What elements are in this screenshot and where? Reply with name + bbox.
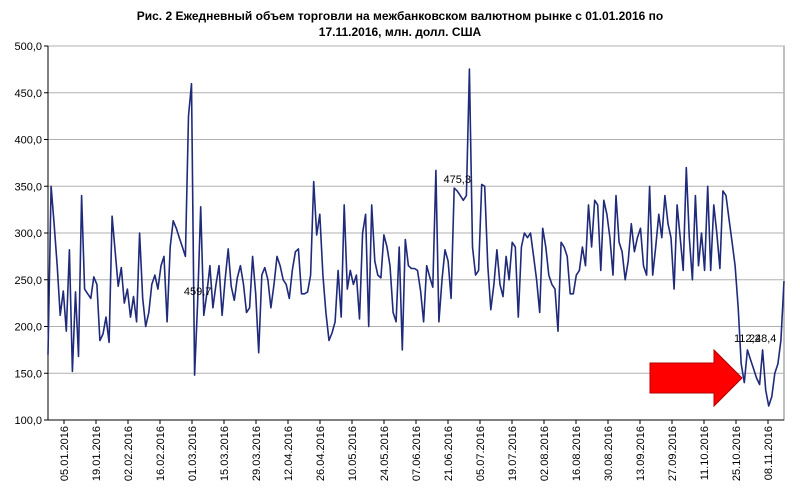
x-tick-label: 02.08.2016 (539, 426, 551, 481)
x-tick-label: 13.09.2016 (635, 426, 647, 481)
y-tick-label: 150,0 (14, 368, 42, 380)
y-tick-label: 400,0 (14, 135, 42, 147)
x-tick-label: 16.02.2016 (155, 426, 167, 481)
x-tick-label: 08.11.2016 (763, 426, 775, 480)
x-tick-label: 07.06.2016 (411, 426, 423, 481)
x-tick-label: 10.05.2016 (347, 426, 359, 481)
x-tick-label: 27.09.2016 (667, 426, 679, 481)
x-tick-label: 11.10.2016 (699, 426, 711, 480)
x-tick-label: 05.07.2016 (475, 426, 487, 481)
data-label: 112,2 (734, 333, 761, 345)
x-tick-label: 26.04.2016 (315, 426, 327, 481)
y-tick-label: 500,0 (14, 41, 42, 53)
y-tick-label: 250,0 (14, 275, 42, 287)
red-arrow-icon (649, 348, 743, 408)
y-tick-label: 450,0 (14, 88, 42, 100)
y-tick-label: 200,0 (14, 322, 42, 334)
x-tick-label: 21.06.2016 (443, 426, 455, 481)
data-label: 248,4 (749, 333, 777, 345)
x-tick-label: 30.08.2016 (603, 426, 615, 481)
x-tick-label: 15.03.2016 (219, 426, 231, 481)
x-tick-label: 02.02.2016 (123, 426, 135, 481)
x-tick-label: 01.03.2016 (187, 426, 199, 481)
x-tick-label: 16.08.2016 (571, 426, 583, 481)
y-tick-label: 350,0 (14, 181, 42, 193)
series-line (47, 68, 785, 407)
x-tick-label: 19.07.2016 (507, 426, 519, 481)
y-tick-label: 100,0 (14, 415, 42, 427)
chart-title-line1: Рис. 2 Ежедневный объем торговли на межб… (136, 9, 664, 23)
x-tick-label: 29.03.2016 (251, 426, 263, 481)
x-tick-label: 25.10.2016 (731, 426, 743, 481)
x-tick-label: 24.05.2016 (379, 426, 391, 481)
x-tick-label: 05.01.2016 (59, 426, 71, 481)
y-tick-label: 300,0 (14, 228, 42, 240)
x-tick-label: 19.01.2016 (91, 426, 103, 481)
data-label: 459,7 (184, 286, 212, 298)
x-tick-label: 12.04.2016 (283, 426, 295, 481)
data-label: 475,3 (443, 174, 471, 186)
chart-title-line2: 17.11.2016, млн. долл. США (318, 25, 482, 39)
